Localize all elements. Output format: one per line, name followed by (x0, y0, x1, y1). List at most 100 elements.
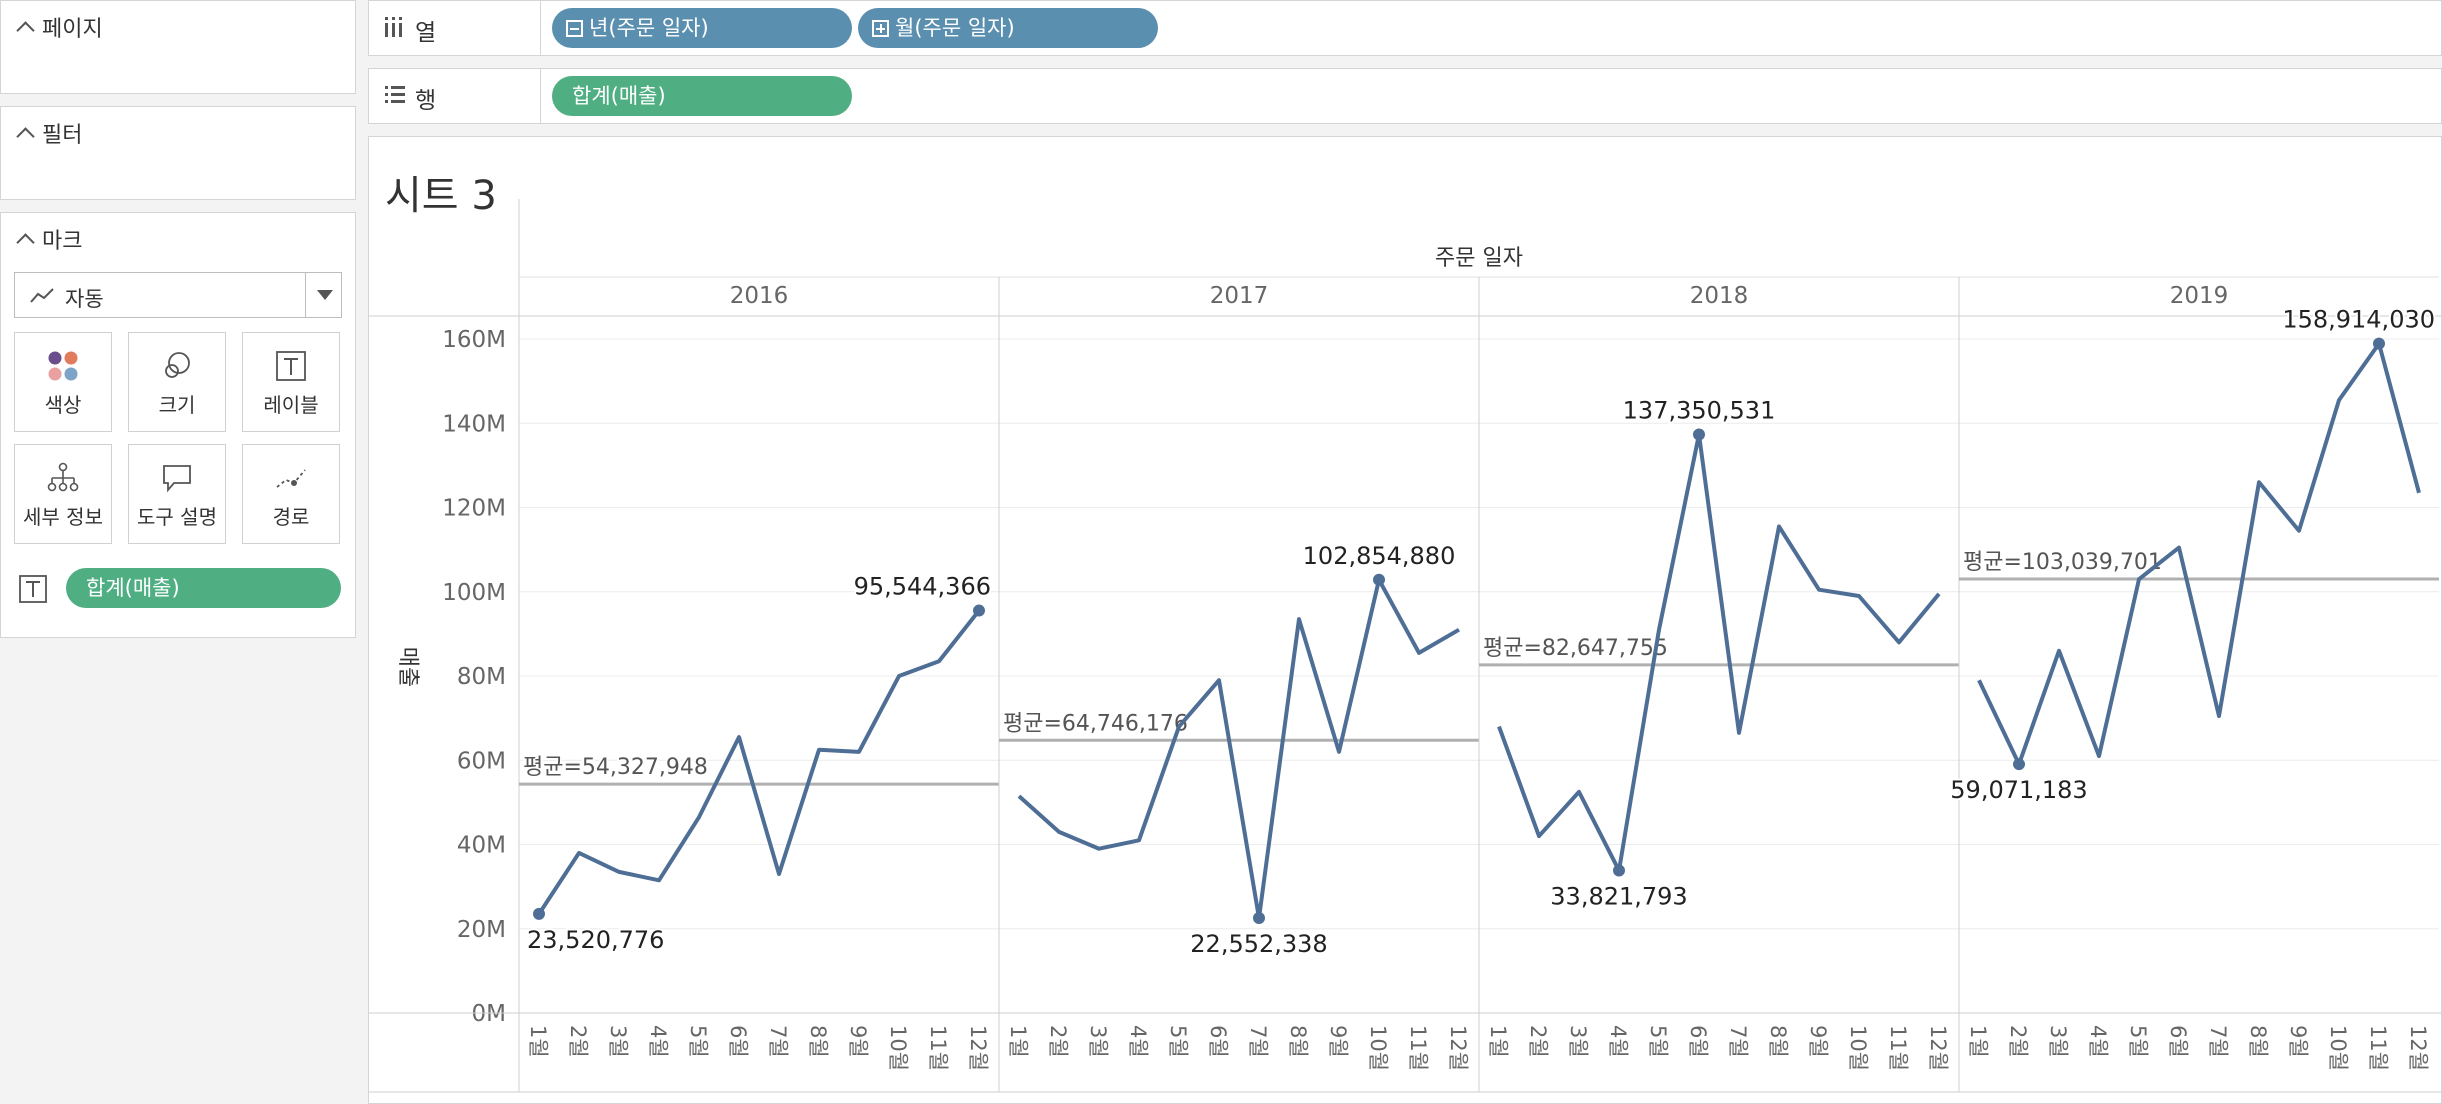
filters-header[interactable]: 필터 (16, 117, 82, 149)
year-header: 2019 (2170, 283, 2229, 309)
y-tick-label: 140M (442, 411, 506, 437)
month-tick-label: 4월 (1126, 1025, 1150, 1058)
month-tick-label: 10월 (1846, 1025, 1870, 1071)
month-tick-label: 9월 (1326, 1025, 1350, 1058)
worksheet-view: 시트 3 0M 20M 40M 60M 80M 100M 120M 140M 160M 매출 주문 … (368, 136, 2442, 1104)
filters-card[interactable]: 필터 (0, 106, 356, 200)
average-label: 평균=103,039,701 (1963, 550, 2162, 575)
month-tick-label: 8월 (1766, 1025, 1790, 1058)
sales-sum-pill[interactable]: 합계(매출) (552, 76, 852, 116)
month-tick-label: 5월 (2126, 1025, 2150, 1058)
dropdown-arrow-icon[interactable] (305, 273, 341, 317)
month-tick-label: 9월 (2286, 1025, 2310, 1058)
year-header: 2018 (1690, 283, 1749, 309)
sales-line-2019 (1977, 341, 2421, 767)
month-tick-label: 6월 (2166, 1025, 2190, 1058)
path-button[interactable]: 경로 (242, 444, 340, 544)
data-label: 23,520,776 (527, 926, 664, 954)
month-tick-label: 11월 (926, 1025, 950, 1071)
month-tick-label: 2월 (2006, 1025, 2030, 1058)
data-point-marker (2373, 337, 2385, 350)
data-label: 137,350,531 (1623, 396, 1776, 424)
detail-button[interactable]: 세부 정보 (14, 444, 112, 544)
data-label: 33,821,793 (1550, 883, 1687, 911)
month-tick-label: 7월 (766, 1025, 790, 1058)
sales-line-2017 (1017, 577, 1461, 921)
marks-header[interactable]: 마크 (16, 223, 83, 255)
size-icon (165, 352, 190, 378)
rows-shelf-name: 행 (415, 88, 437, 114)
month-tick-label: 5월 (686, 1025, 710, 1058)
columns-icon (385, 17, 402, 37)
columns-shelf-name: 열 (415, 20, 437, 46)
month-tick-label: 10월 (1366, 1025, 1390, 1071)
data-point-marker (533, 907, 545, 920)
month-tick-label: 6월 (1686, 1025, 1710, 1058)
y-tick-label: 20M (457, 917, 506, 943)
line-chart[interactable]: 0M 20M 40M 60M 80M 100M 120M 140M 160M 매출 주문 일자 201… (369, 137, 2441, 1103)
label-label: 레이블 (263, 393, 319, 417)
month-tick-label: 1월 (1486, 1025, 1510, 1058)
sales-sum-pill-text: 합계(매출) (572, 84, 666, 108)
year-pill[interactable]: 년(주문 일자) (552, 8, 852, 48)
data-point-marker (1253, 912, 1265, 925)
mark-type-select[interactable]: 자동 (14, 272, 342, 318)
month-tick-label: 5월 (1166, 1025, 1190, 1058)
month-pill-text: 월(주문 일자) (895, 16, 1015, 40)
expand-icon[interactable] (872, 20, 889, 37)
collapse-caret-icon[interactable] (16, 127, 35, 146)
average-label: 평균=54,327,948 (523, 755, 708, 780)
month-tick-label: 10월 (2326, 1025, 2350, 1071)
month-tick-label: 2월 (1526, 1025, 1550, 1058)
month-tick-label: 1월 (526, 1025, 550, 1058)
sales-line-2018 (1497, 432, 1941, 873)
y-tick-label: 120M (442, 496, 506, 522)
data-point-marker (973, 604, 985, 617)
size-label: 크기 (158, 393, 196, 417)
path-icon (276, 469, 306, 488)
color-button[interactable]: 색상 (14, 332, 112, 432)
collapse-icon[interactable] (566, 20, 583, 37)
data-label: 158,914,030 (2282, 306, 2435, 334)
year-pill-text: 년(주문 일자) (589, 16, 709, 40)
sales-line-2016 (537, 609, 981, 916)
month-tick-label: 12월 (1926, 1025, 1950, 1071)
pages-header[interactable]: 페이지 (16, 11, 103, 43)
average-label: 평균=64,746,176 (1003, 711, 1188, 736)
month-tick-label: 6월 (726, 1025, 750, 1058)
tooltip-icon (163, 465, 191, 493)
month-tick-label: 7월 (1246, 1025, 1270, 1058)
data-label: 59,071,183 (1950, 776, 2087, 804)
tooltip-button[interactable]: 도구 설명 (128, 444, 226, 544)
y-axis-title: 매출 (395, 647, 420, 687)
collapse-caret-icon[interactable] (16, 21, 35, 40)
y-tick-label: 100M (442, 580, 506, 606)
month-tick-label: 1월 (1966, 1025, 1990, 1058)
label-button[interactable]: 레이블 (242, 332, 340, 432)
color-label: 색상 (44, 393, 82, 417)
month-tick-label: 4월 (1606, 1025, 1630, 1058)
collapse-caret-icon[interactable] (16, 233, 35, 252)
month-tick-label: 9월 (1806, 1025, 1830, 1058)
month-tick-label: 2월 (566, 1025, 590, 1058)
tooltip-label: 도구 설명 (137, 505, 217, 529)
data-point-marker (2013, 758, 2025, 771)
average-label: 평균=82,647,755 (1483, 636, 1668, 661)
y-tick-label: 60M (457, 748, 506, 774)
mark-type-value: 자동 (65, 287, 104, 311)
month-tick-label: 7월 (2206, 1025, 2230, 1058)
month-pill[interactable]: 월(주문 일자) (858, 8, 1158, 48)
month-tick-label: 6월 (1206, 1025, 1230, 1058)
label-pill[interactable]: 합계(매출) (66, 568, 341, 608)
marks-title: 마크 (42, 229, 83, 254)
data-point-marker (1373, 573, 1385, 586)
month-tick-label: 12월 (2406, 1025, 2430, 1071)
data-label: 102,854,880 (1303, 542, 1456, 570)
month-tick-label: 1월 (1006, 1025, 1030, 1058)
columns-shelf-label: 열 (369, 1, 541, 55)
size-button[interactable]: 크기 (128, 332, 226, 432)
month-tick-label: 3월 (606, 1025, 630, 1058)
data-point-marker (1693, 428, 1705, 441)
month-tick-label: 3월 (1566, 1025, 1590, 1058)
y-tick-label: 160M (442, 327, 506, 353)
